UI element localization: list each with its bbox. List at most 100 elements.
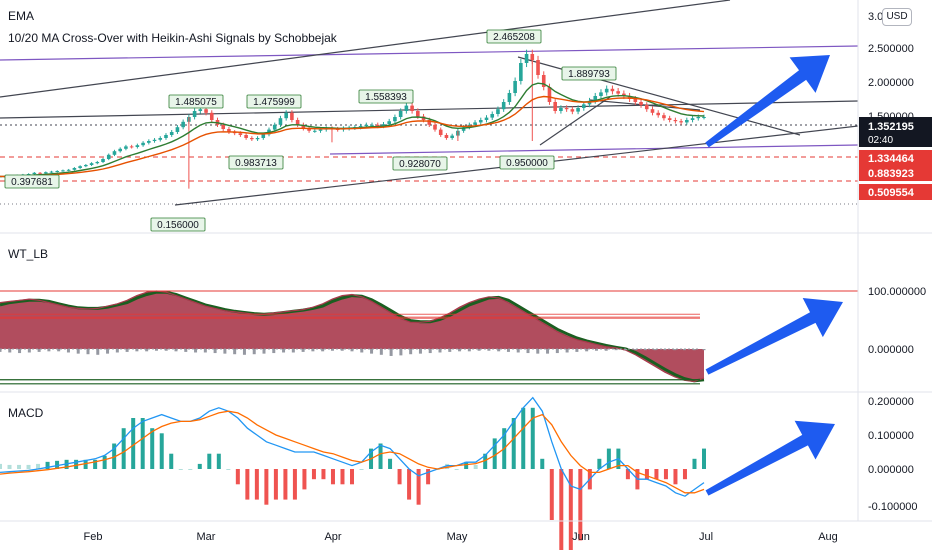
wt-histogram-bar — [37, 349, 41, 352]
candle-body — [106, 154, 111, 159]
wt-histogram-bar — [350, 349, 354, 352]
candle-body — [370, 124, 374, 126]
wt-histogram-bar — [340, 349, 344, 351]
wt-histogram-bar — [242, 349, 246, 355]
wt-histogram-bar — [262, 349, 266, 354]
trend-arrow — [705, 297, 843, 375]
macd-histogram-bar — [311, 469, 316, 480]
candle-body — [129, 146, 134, 148]
wt-histogram-bar — [330, 349, 334, 351]
wt-lb-title[interactable]: WT_LB — [8, 247, 49, 261]
candle-body — [427, 120, 432, 125]
ema-indicator-title[interactable]: EMA — [8, 9, 35, 23]
wt-histogram-bar — [692, 349, 696, 351]
wt-histogram-bar — [565, 349, 569, 353]
candle-body — [410, 105, 414, 111]
currency-button[interactable]: USD — [882, 8, 912, 26]
macd-histogram-bar — [445, 463, 450, 469]
candle-body — [227, 129, 231, 132]
macd-histogram-bar — [102, 455, 107, 469]
wt-histogram-bar — [0, 349, 2, 352]
pane-separators[interactable] — [0, 0, 932, 522]
candle-body — [662, 115, 666, 119]
macd-line — [0, 396, 705, 497]
wt-histogram-bar — [673, 349, 677, 351]
price-tick: 3.0 — [868, 11, 883, 23]
wt-histogram-bar — [135, 349, 139, 352]
candle-body — [169, 132, 174, 135]
wt-histogram-bar — [555, 349, 559, 354]
macd-histogram-bar — [17, 464, 22, 469]
wt-histogram-bar — [399, 349, 403, 356]
macd-histogram-bar — [0, 463, 2, 469]
macd-histogram-bar — [302, 469, 307, 490]
candle-body — [152, 139, 157, 141]
macd-histogram-bar — [511, 418, 516, 469]
candle-body — [530, 54, 535, 60]
candle-body — [393, 117, 397, 122]
time-tick: Jul — [699, 531, 713, 543]
candle-body — [284, 112, 288, 119]
wt-histogram-bar — [418, 349, 422, 354]
candle-body — [278, 118, 283, 125]
price-label-box — [168, 94, 224, 109]
macd-histogram-bar — [197, 463, 202, 469]
candle-body — [501, 102, 506, 110]
arrow-shape — [705, 297, 843, 375]
macd-histogram-bar — [273, 469, 278, 500]
wt-tick: 100.000000 — [868, 286, 926, 298]
wt-histogram-bar — [96, 349, 100, 355]
wt-histogram-bar — [311, 349, 315, 352]
candle-body — [147, 141, 151, 143]
wt-histogram-bar — [125, 349, 129, 352]
macd-histogram-bar — [416, 469, 421, 505]
macd-histogram-bar — [378, 443, 383, 469]
wt-tick: 0.000000 — [868, 344, 914, 356]
macd-title[interactable]: MACD — [8, 406, 44, 420]
price-pane[interactable]: 0.397681 0.156000 1.485075 0.983713 1.475999… — [0, 0, 859, 232]
price-label-box — [392, 156, 448, 171]
macd-histogram-bar — [140, 418, 145, 469]
wt-histogram-bar — [624, 349, 628, 351]
time-tick: Jun — [572, 531, 590, 543]
candle-body — [112, 151, 117, 155]
macd-histogram-bar — [45, 461, 50, 469]
candle-body — [364, 124, 369, 126]
macd-histogram-bar — [606, 448, 611, 469]
candle-body — [192, 111, 197, 117]
wt-lb-pane[interactable] — [0, 290, 858, 385]
wt-histogram-bar — [223, 349, 227, 354]
macd-histogram-bar — [340, 469, 345, 485]
macd-histogram-bar — [682, 469, 687, 480]
wt-histogram-bar — [516, 349, 520, 353]
candle-body — [101, 159, 105, 162]
time-tick: Mar — [197, 531, 216, 543]
macd-histogram-bar — [74, 459, 79, 469]
candle-body — [593, 96, 598, 101]
wt-histogram-bar — [115, 349, 119, 353]
level-tag: 0.883923 — [868, 168, 914, 180]
strategy-title[interactable]: 10/20 MA Cross-Over with Heikin-Ashi Sig… — [8, 31, 337, 45]
wt-histogram-bar — [360, 349, 364, 353]
macd-histogram-bar — [216, 453, 221, 469]
macd-histogram-bar — [235, 469, 240, 485]
candle-body — [599, 92, 603, 96]
candle-body — [644, 105, 649, 110]
candle-body — [490, 114, 495, 118]
macd-histogram-bar — [93, 459, 98, 469]
candle-body — [524, 54, 529, 63]
macd-pane[interactable] — [0, 396, 706, 550]
wt-line — [0, 290, 705, 383]
wt-histogram-bar — [614, 349, 618, 351]
ema-slow-line — [0, 95, 705, 178]
level-tag-box — [859, 150, 932, 166]
candle-body — [633, 99, 638, 102]
wt-histogram-bar — [252, 349, 256, 355]
wt-histogram-bar — [213, 349, 217, 354]
wt-histogram-bar — [467, 349, 471, 352]
candle-body — [290, 112, 294, 120]
candle-body — [312, 130, 317, 132]
candle-body — [49, 171, 54, 173]
trend-arrow — [705, 420, 836, 496]
